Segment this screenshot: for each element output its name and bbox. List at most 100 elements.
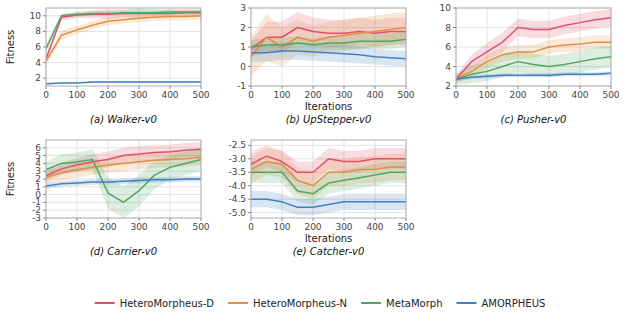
tick-mark (248, 212, 251, 213)
tick-label: 0 (248, 222, 254, 232)
subplot: -3-2-101234560100200300400500Fitness(d) … (5, 140, 210, 257)
tick-label: 100 (68, 90, 85, 100)
grid-line (46, 47, 201, 48)
tick-label: 10 (440, 3, 452, 13)
tick-mark (139, 86, 140, 89)
tick-mark (313, 86, 314, 89)
tick-label: 4 (445, 62, 451, 72)
tick-mark (248, 158, 251, 159)
x-axis-label: Iterations (305, 233, 353, 244)
plot-frame (46, 8, 201, 86)
std-band (251, 191, 406, 215)
tick-label: -3.5 (228, 167, 246, 177)
line (456, 73, 611, 79)
tick-mark (248, 185, 251, 186)
tick-label: 500 (602, 90, 619, 100)
legend-swatch (228, 302, 248, 304)
grid-line (251, 66, 406, 67)
grid-line (46, 62, 201, 63)
tick-label: -4.0 (228, 181, 246, 191)
tick-mark (453, 27, 456, 28)
y-axis-label: Fitness (5, 162, 16, 197)
tick-label: 300 (540, 90, 557, 100)
line (251, 199, 406, 207)
tick-label: 400 (571, 90, 588, 100)
tick-mark (344, 218, 345, 221)
tick-mark (453, 66, 456, 67)
tick-mark (46, 86, 47, 89)
line (46, 157, 201, 177)
tick-label: 0 (240, 62, 246, 72)
subplot-title: (c) Pusher-v0 (500, 114, 566, 125)
tick-label: 100 (478, 90, 495, 100)
legend-swatch (456, 302, 476, 304)
legend-label: AMORPHEUS (481, 298, 545, 309)
legend-item: AMORPHEUS (456, 298, 545, 309)
subplot-title: (b) UpStepper-v0 (286, 114, 372, 125)
tick-mark (77, 218, 78, 221)
tick-label: -5.0 (228, 208, 246, 218)
tick-label: 4 (35, 58, 41, 68)
tick-mark (248, 199, 251, 200)
legend-item: MetaMorph (361, 298, 442, 309)
tick-label: 0 (43, 222, 49, 232)
tick-label: -4.5 (228, 194, 246, 204)
tick-mark (43, 194, 46, 195)
tick-mark (487, 86, 488, 89)
legend-swatch (361, 302, 381, 304)
tick-label: 8 (445, 23, 451, 33)
tick-label: 2 (445, 81, 451, 91)
data-area (456, 9, 611, 85)
tick-mark (282, 218, 283, 221)
tick-mark (313, 218, 314, 221)
tick-label: 8 (35, 26, 41, 36)
plot-area (251, 8, 406, 86)
tick-label: 400 (161, 90, 178, 100)
subplot-title: (e) Catcher-v0 (293, 246, 365, 257)
subplot: -101230100200300400500Iterations(b) UpSt… (237, 3, 415, 125)
tick-mark (248, 66, 251, 67)
grid-line (251, 145, 406, 146)
legend-label: HeteroMorpheus-N (253, 298, 347, 309)
line (46, 16, 201, 61)
tick-mark (248, 8, 251, 9)
y-axis-label: Fitness (5, 30, 16, 65)
tick-label: 300 (130, 90, 147, 100)
tick-label: 400 (161, 222, 178, 232)
line (251, 172, 406, 194)
x-axis-label: Iterations (305, 101, 353, 112)
plot-area (46, 8, 201, 86)
tick-mark (453, 47, 456, 48)
tick-label: 500 (397, 222, 414, 232)
tick-mark (201, 86, 202, 89)
tick-mark (248, 47, 251, 48)
tick-mark (43, 15, 46, 16)
tick-mark (43, 155, 46, 156)
grid-line (77, 140, 78, 218)
tick-label: 500 (192, 90, 209, 100)
grid-line (46, 78, 201, 79)
tick-label: 200 (99, 222, 116, 232)
tick-mark (43, 202, 46, 203)
tick-label: 300 (130, 222, 147, 232)
tick-label: 6 (35, 42, 41, 52)
tick-label: 500 (192, 222, 209, 232)
tick-label: 300 (335, 90, 352, 100)
std-band (46, 12, 201, 64)
tick-mark (170, 218, 171, 221)
tick-mark (43, 147, 46, 148)
tick-mark (43, 210, 46, 211)
tick-mark (43, 31, 46, 32)
tick-label: 200 (304, 90, 321, 100)
figure: 2468100100200300400500Fitness(a) Walker-… (0, 0, 640, 321)
tick-mark (518, 86, 519, 89)
tick-mark (43, 186, 46, 187)
tick-mark (456, 86, 457, 89)
tick-mark (248, 145, 251, 146)
tick-label: 10 (30, 11, 42, 21)
line (456, 42, 611, 79)
tick-label: 400 (366, 222, 383, 232)
tick-mark (43, 62, 46, 63)
tick-label: -1 (237, 81, 246, 91)
line (46, 179, 201, 186)
